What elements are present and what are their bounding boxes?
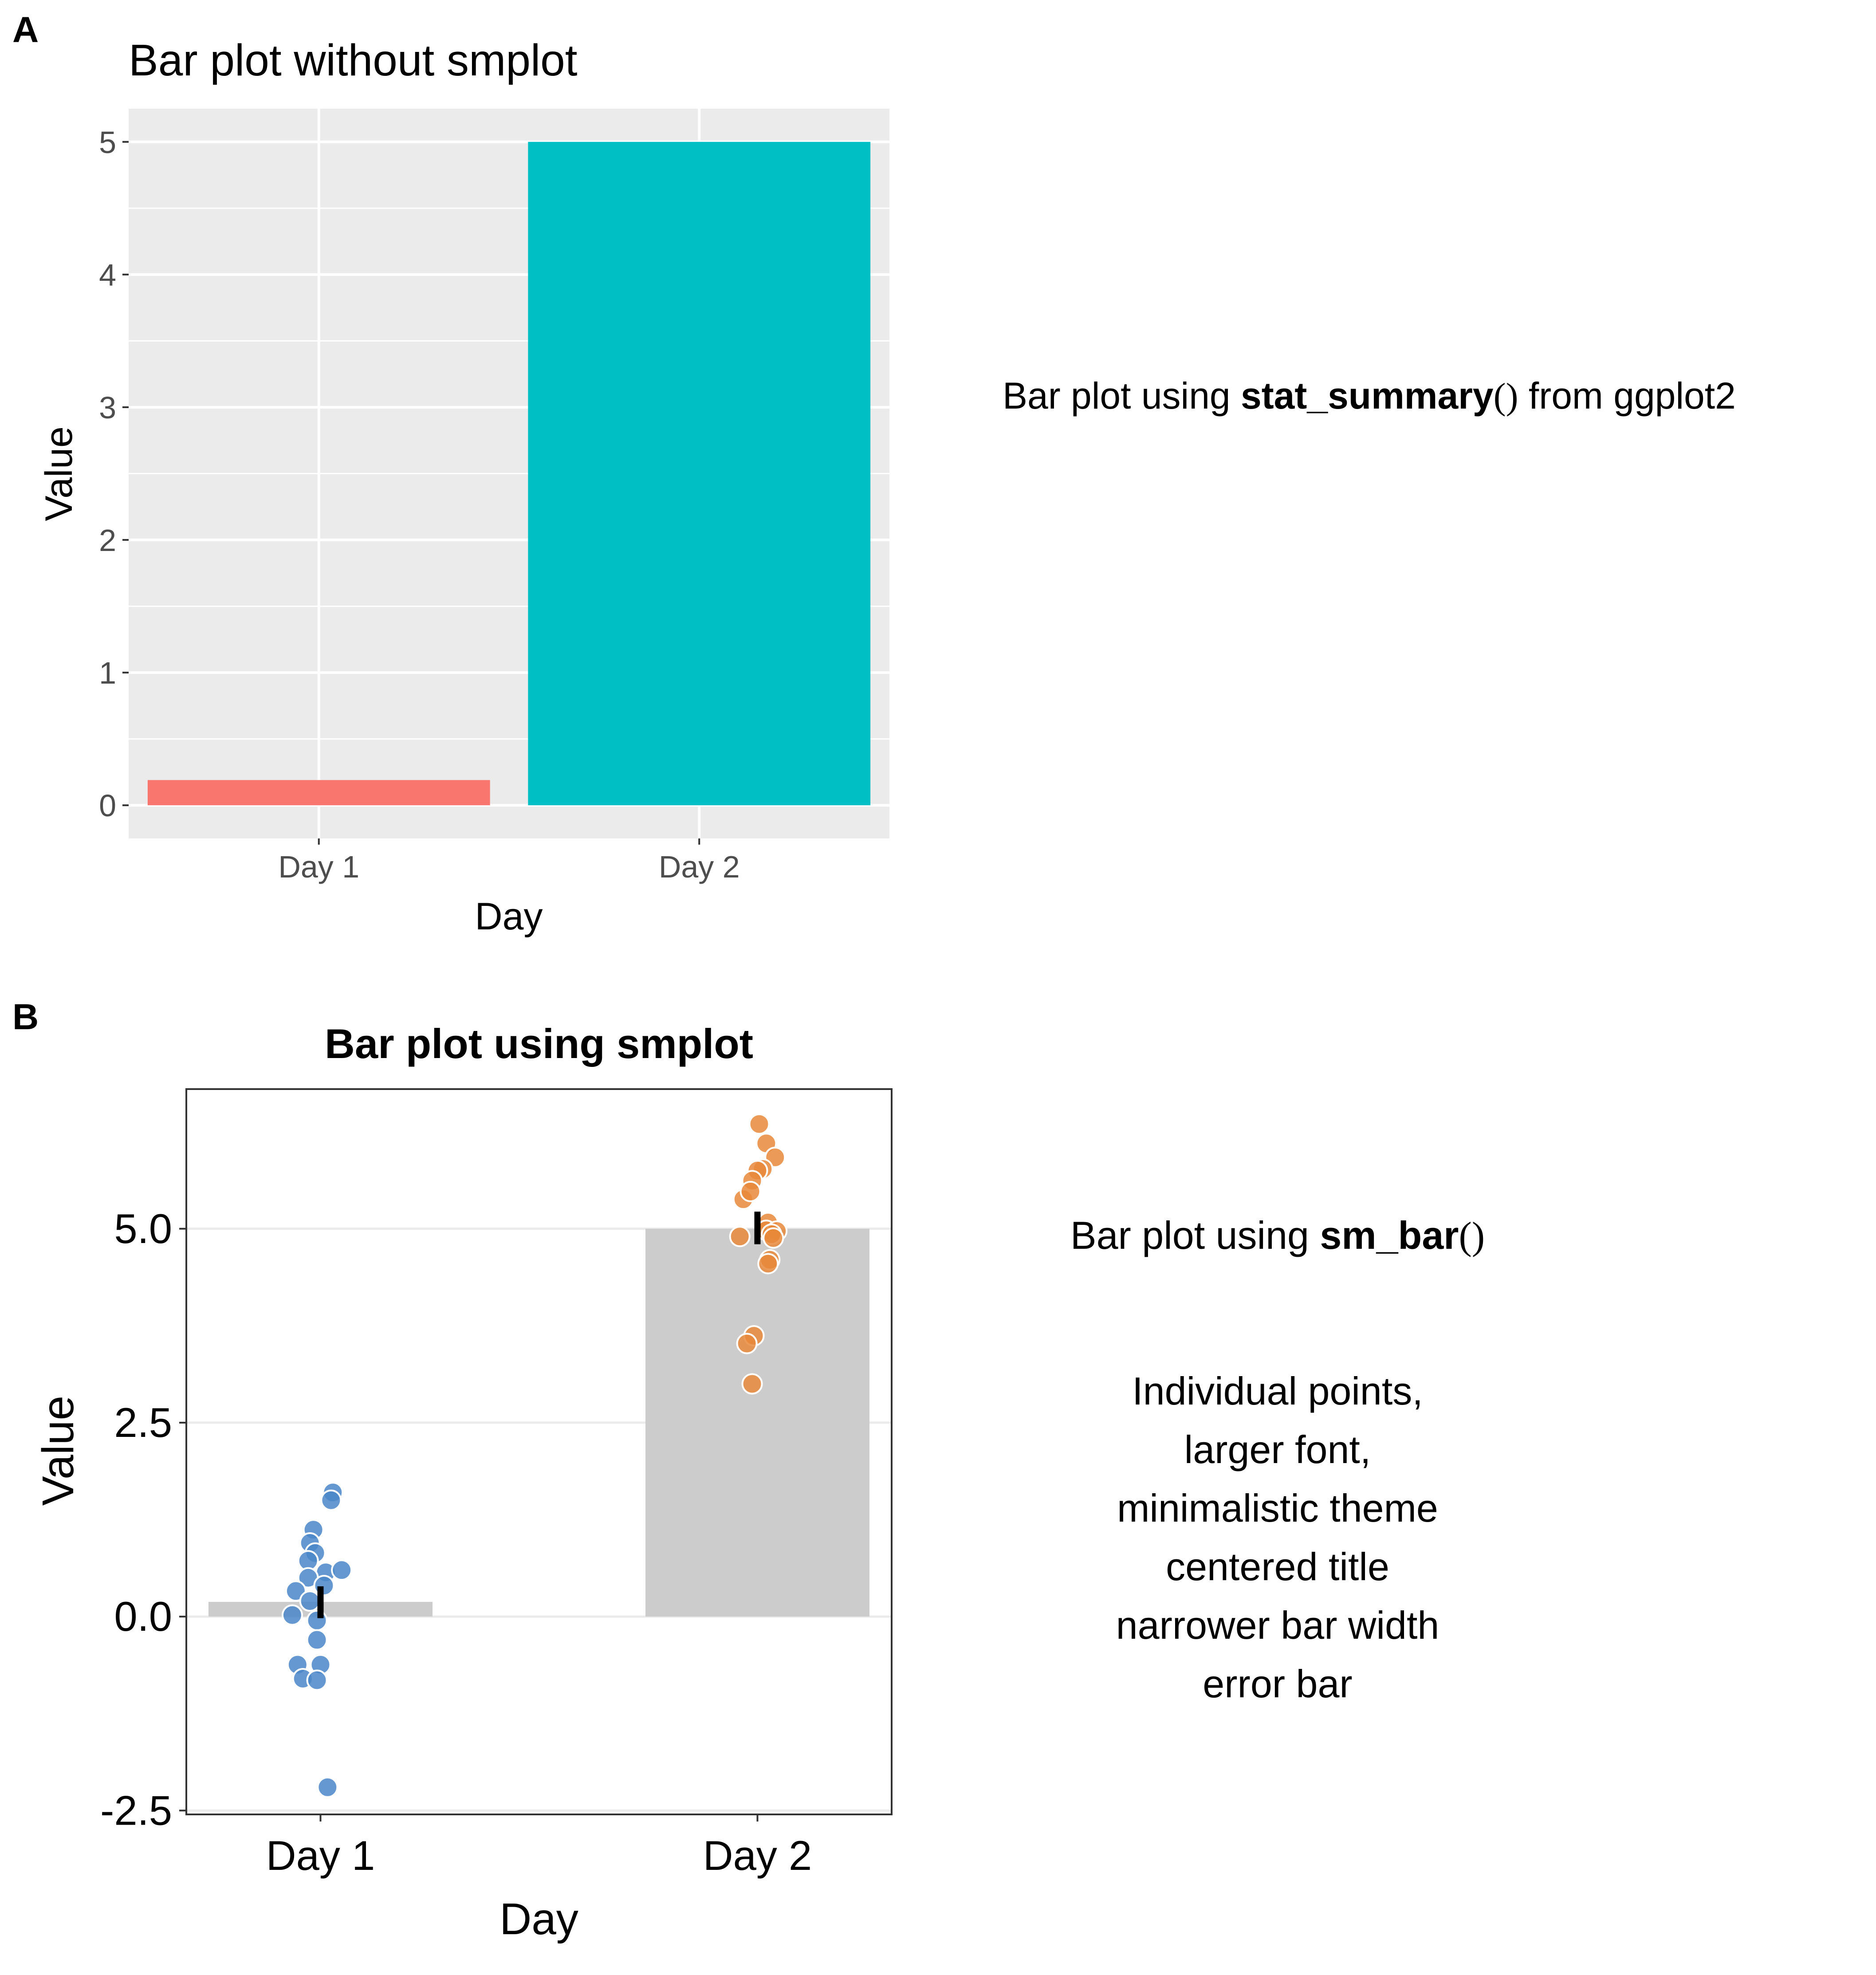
feature-item: larger font, — [1184, 1428, 1371, 1471]
panel-b-letter: B — [12, 997, 39, 1037]
chart-b-x-ticks: Day 1 Day 2 — [266, 1814, 812, 1879]
chart-a-bars — [147, 142, 871, 806]
panel-a-annotation-paren: () — [1493, 376, 1518, 417]
data-point — [281, 1604, 303, 1626]
y-tick-label: 2.5 — [114, 1399, 172, 1446]
y-tick-label: 0 — [99, 788, 116, 823]
chart-a-y-ticks: 0 1 2 3 4 5 — [99, 125, 129, 823]
feature-item: minimalistic theme — [1117, 1486, 1438, 1530]
panel-b-annotation-function: sm_bar — [1320, 1213, 1459, 1257]
chart-b-bars — [208, 1228, 869, 1617]
panel-b-annotation: Bar plot using sm_bar() — [1070, 1211, 1485, 1261]
chart-b-error-bars — [317, 1212, 761, 1618]
y-tick-label: 0.0 — [114, 1593, 172, 1640]
data-point — [729, 1226, 751, 1247]
x-tick-label: Day 2 — [703, 1832, 812, 1879]
chart-b-frame — [185, 1088, 893, 1815]
chart-a-x-label: Day — [475, 895, 543, 938]
panel-a-annotation-function: stat_summary — [1240, 375, 1494, 417]
feature-item: narrower bar width — [1116, 1603, 1439, 1647]
y-tick-label: 5 — [99, 125, 116, 160]
data-point — [757, 1253, 779, 1275]
chart-a-x-ticks: Day 1 Day 2 — [278, 838, 740, 884]
y-tick-label: -2.5 — [100, 1787, 172, 1833]
feature-item: error bar — [1203, 1662, 1353, 1706]
data-point — [741, 1373, 763, 1395]
panel-b-annotation-prefix: Bar plot using — [1070, 1213, 1320, 1257]
x-tick-label: Day 1 — [278, 850, 359, 884]
panel-a-letter: A — [12, 10, 39, 50]
chart-b-y-label: Value — [33, 1396, 83, 1506]
chart-b-y-ticks: -2.5 0.0 2.5 5.0 — [100, 1205, 186, 1833]
data-point — [313, 1575, 335, 1597]
panel-a-annotation-suffix: from ggplot2 — [1518, 375, 1736, 417]
y-tick-label: 3 — [99, 390, 116, 425]
data-point — [748, 1113, 770, 1135]
data-point — [331, 1559, 353, 1581]
chart-a-y-label: Value — [38, 426, 80, 521]
panel-a-annotation: Bar plot using stat_summary() from ggplo… — [1003, 373, 1736, 420]
y-tick-label: 1 — [99, 656, 116, 690]
x-tick-label: Day 2 — [659, 850, 740, 884]
data-point — [736, 1333, 758, 1354]
data-point — [317, 1776, 338, 1798]
chart-b: Bar plot using smplot -2.5 0.0 2.5 5.0 Day … — [33, 1020, 893, 1944]
panel-a-annotation-prefix: Bar plot using — [1003, 375, 1241, 417]
feature-item: Individual points, — [1132, 1369, 1423, 1413]
chart-a-title: Bar plot without smplot — [129, 35, 578, 85]
bar — [528, 142, 871, 806]
y-tick-label: 4 — [99, 258, 116, 292]
bar — [147, 780, 490, 806]
data-point — [320, 1489, 342, 1511]
feature-item: centered title — [1166, 1545, 1389, 1589]
y-tick-label: 5.0 — [114, 1205, 172, 1252]
panel-b-annotation-paren: () — [1459, 1215, 1485, 1258]
data-point — [299, 1590, 321, 1612]
bar — [645, 1228, 869, 1617]
chart-b-title: Bar plot using smplot — [325, 1020, 753, 1067]
chart-b-x-label: Day — [499, 1894, 578, 1944]
data-point — [306, 1669, 328, 1691]
data-point — [306, 1609, 328, 1631]
panel-b-feature-list: Individual points, larger font, minimali… — [1116, 1362, 1439, 1713]
data-point — [739, 1180, 761, 1202]
data-point — [763, 1227, 784, 1249]
data-point — [306, 1629, 328, 1651]
y-tick-label: 2 — [99, 523, 116, 558]
chart-b-points — [281, 1113, 788, 1798]
x-tick-label: Day 1 — [266, 1832, 375, 1879]
